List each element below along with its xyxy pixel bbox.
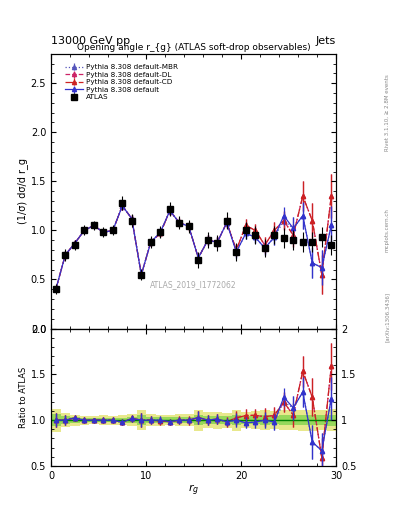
Y-axis label: (1/σ) dσ/d r_g: (1/σ) dσ/d r_g	[17, 158, 28, 224]
Text: 13000 GeV pp: 13000 GeV pp	[51, 36, 130, 46]
Text: ATLAS_2019_I1772062: ATLAS_2019_I1772062	[150, 280, 237, 289]
Text: Rivet 3.1.10, ≥ 2.8M events: Rivet 3.1.10, ≥ 2.8M events	[385, 74, 389, 151]
Title: Opening angle r_{g} (ATLAS soft-drop observables): Opening angle r_{g} (ATLAS soft-drop obs…	[77, 42, 310, 52]
Text: [arXiv:1306.3436]: [arXiv:1306.3436]	[385, 292, 389, 343]
Legend: Pythia 8.308 default-MBR, Pythia 8.308 default-DL, Pythia 8.308 default-CD, Pyth: Pythia 8.308 default-MBR, Pythia 8.308 d…	[63, 63, 179, 102]
Text: Jets: Jets	[316, 36, 336, 46]
Y-axis label: Ratio to ATLAS: Ratio to ATLAS	[19, 367, 28, 428]
Text: mcplots.cern.ch: mcplots.cern.ch	[385, 208, 389, 252]
X-axis label: $r_g$: $r_g$	[188, 482, 199, 498]
